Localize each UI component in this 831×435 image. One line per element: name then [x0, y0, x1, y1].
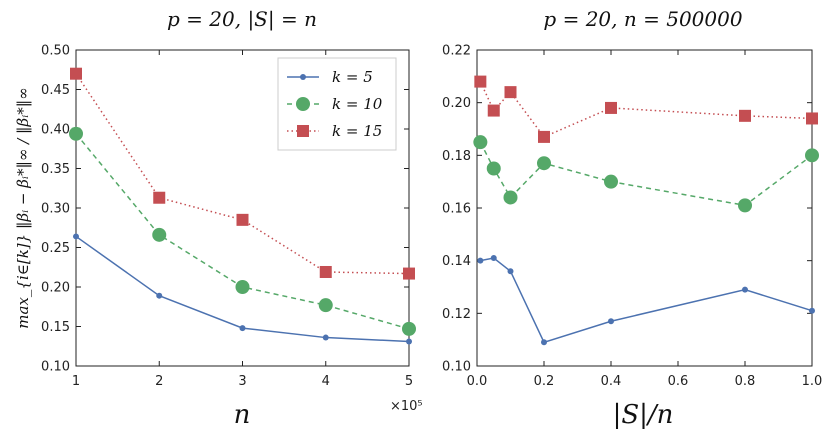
data-point-k5 — [239, 325, 246, 332]
x-tick-label: 1.0 — [802, 374, 823, 389]
legend-marker-k10 — [296, 97, 310, 111]
data-point-k15 — [605, 101, 617, 114]
y-tick-label: 0.22 — [442, 44, 471, 59]
axes-frame — [476, 49, 813, 367]
data-point-k15 — [70, 67, 82, 80]
x-tick-label: 5 — [405, 374, 413, 389]
x-tick-label: 3 — [238, 374, 246, 389]
series-line-k10 — [479, 141, 813, 207]
data-point-k10 — [537, 156, 551, 171]
data-point-k10 — [152, 227, 167, 242]
y-tick-label: 0.12 — [442, 307, 471, 322]
data-point-k10 — [486, 161, 501, 176]
data-point-k15 — [236, 213, 249, 226]
x-tick-label: 0.4 — [601, 374, 622, 389]
y-tick-label: 0.45 — [41, 83, 70, 98]
legend-label-k5: k = 5 — [332, 68, 373, 86]
y-tick-label: 0.30 — [41, 202, 70, 217]
left-x-multiplier: ×10⁵ — [390, 399, 423, 414]
data-point-k15 — [487, 104, 500, 117]
data-point-k10 — [604, 174, 618, 189]
data-point-k10 — [69, 126, 83, 141]
data-point-k10 — [805, 148, 819, 163]
y-tick-label: 0.40 — [41, 123, 70, 138]
legend-label-k10: k = 10 — [332, 95, 383, 113]
x-tick-label: 1 — [72, 374, 80, 389]
y-tick-label: 0.25 — [41, 241, 70, 256]
data-point-k15 — [403, 267, 415, 280]
data-point-k5 — [322, 334, 329, 341]
series-line-k15 — [75, 73, 410, 275]
right-x-axis-label: |S|/n — [613, 400, 674, 430]
y-tick-label: 0.16 — [442, 202, 471, 217]
data-point-k15 — [739, 109, 751, 122]
x-tick-label: 0.2 — [534, 374, 555, 389]
data-point-k5 — [507, 268, 514, 275]
x-tick-label: 0.8 — [735, 374, 756, 389]
right-plot-area: 0.0 0.2 0.4 0.6 0.8 1.0 0.10 0.12 0.14 0.16 0.18 0.… — [442, 44, 822, 390]
legend-label-k15: k = 15 — [332, 122, 382, 140]
series-line-k15 — [479, 81, 813, 138]
data-point-k5 — [541, 339, 547, 346]
data-point-k5 — [406, 338, 412, 345]
data-point-k15 — [538, 130, 550, 143]
series-line-k10 — [75, 133, 410, 330]
series-line-k5 — [480, 257, 813, 344]
data-point-k10 — [473, 135, 488, 150]
data-point-k5 — [608, 318, 614, 325]
y-tick-label: 0.20 — [41, 281, 70, 296]
data-point-k5 — [73, 233, 79, 240]
y-tick-label: 0.20 — [442, 96, 471, 111]
x-tick-label: 2 — [155, 374, 163, 389]
data-point-k10 — [738, 198, 752, 213]
data-point-k5 — [477, 257, 484, 264]
legend: k = 5 k = 10 k = 15 — [277, 57, 397, 151]
data-point-k5 — [809, 307, 815, 314]
x-tick-label: 0.6 — [668, 374, 689, 389]
left-y-axis-label: max_{i∈[k]} ‖βᵢ − βᵢ*‖∞ / ‖βᵢ*‖∞ — [14, 87, 32, 328]
left-x-axis-label: n — [234, 400, 251, 430]
y-tick-label: 0.10 — [41, 360, 70, 375]
left-chart-title: p = 20, |S| = n — [167, 7, 317, 32]
x-tick-label: 0.0 — [467, 374, 488, 389]
data-point-k15 — [153, 191, 166, 204]
data-point-k5 — [156, 292, 163, 299]
left-plot-area: 1 2 3 4 5 0.10 0.15 0.20 0.25 0.30 0.35 0.40 0.45 0.5… — [41, 44, 416, 389]
data-point-k15 — [806, 112, 818, 125]
data-point-k5 — [490, 255, 497, 262]
legend-marker-k5 — [300, 74, 306, 80]
data-point-k15 — [504, 86, 517, 99]
right-chart-panel: p = 20, n = 500000 |S|/n 0.0 0.2 0.4 0.6 0.8… — [442, 7, 822, 430]
y-tick-label: 0.18 — [442, 149, 471, 164]
y-tick-label: 0.50 — [41, 44, 70, 59]
x-tick-label: 4 — [322, 374, 330, 389]
right-chart-title: p = 20, n = 500000 — [543, 7, 742, 31]
y-tick-label: 0.14 — [442, 254, 471, 269]
data-point-k10 — [318, 298, 333, 313]
legend-marker-k15 — [297, 125, 309, 137]
data-point-k5 — [742, 286, 748, 293]
left-chart-panel: p = 20, |S| = n n ×10⁵ max_{i∈[k]} ‖βᵢ −… — [14, 7, 423, 430]
y-tick-label: 0.15 — [41, 320, 70, 335]
data-point-k15 — [319, 265, 332, 278]
data-point-k10 — [235, 280, 250, 294]
data-point-k10 — [503, 190, 518, 205]
y-tick-label: 0.35 — [41, 162, 70, 177]
data-point-k15 — [474, 75, 487, 88]
y-tick-label: 0.10 — [442, 360, 471, 375]
data-point-k10 — [402, 321, 416, 336]
